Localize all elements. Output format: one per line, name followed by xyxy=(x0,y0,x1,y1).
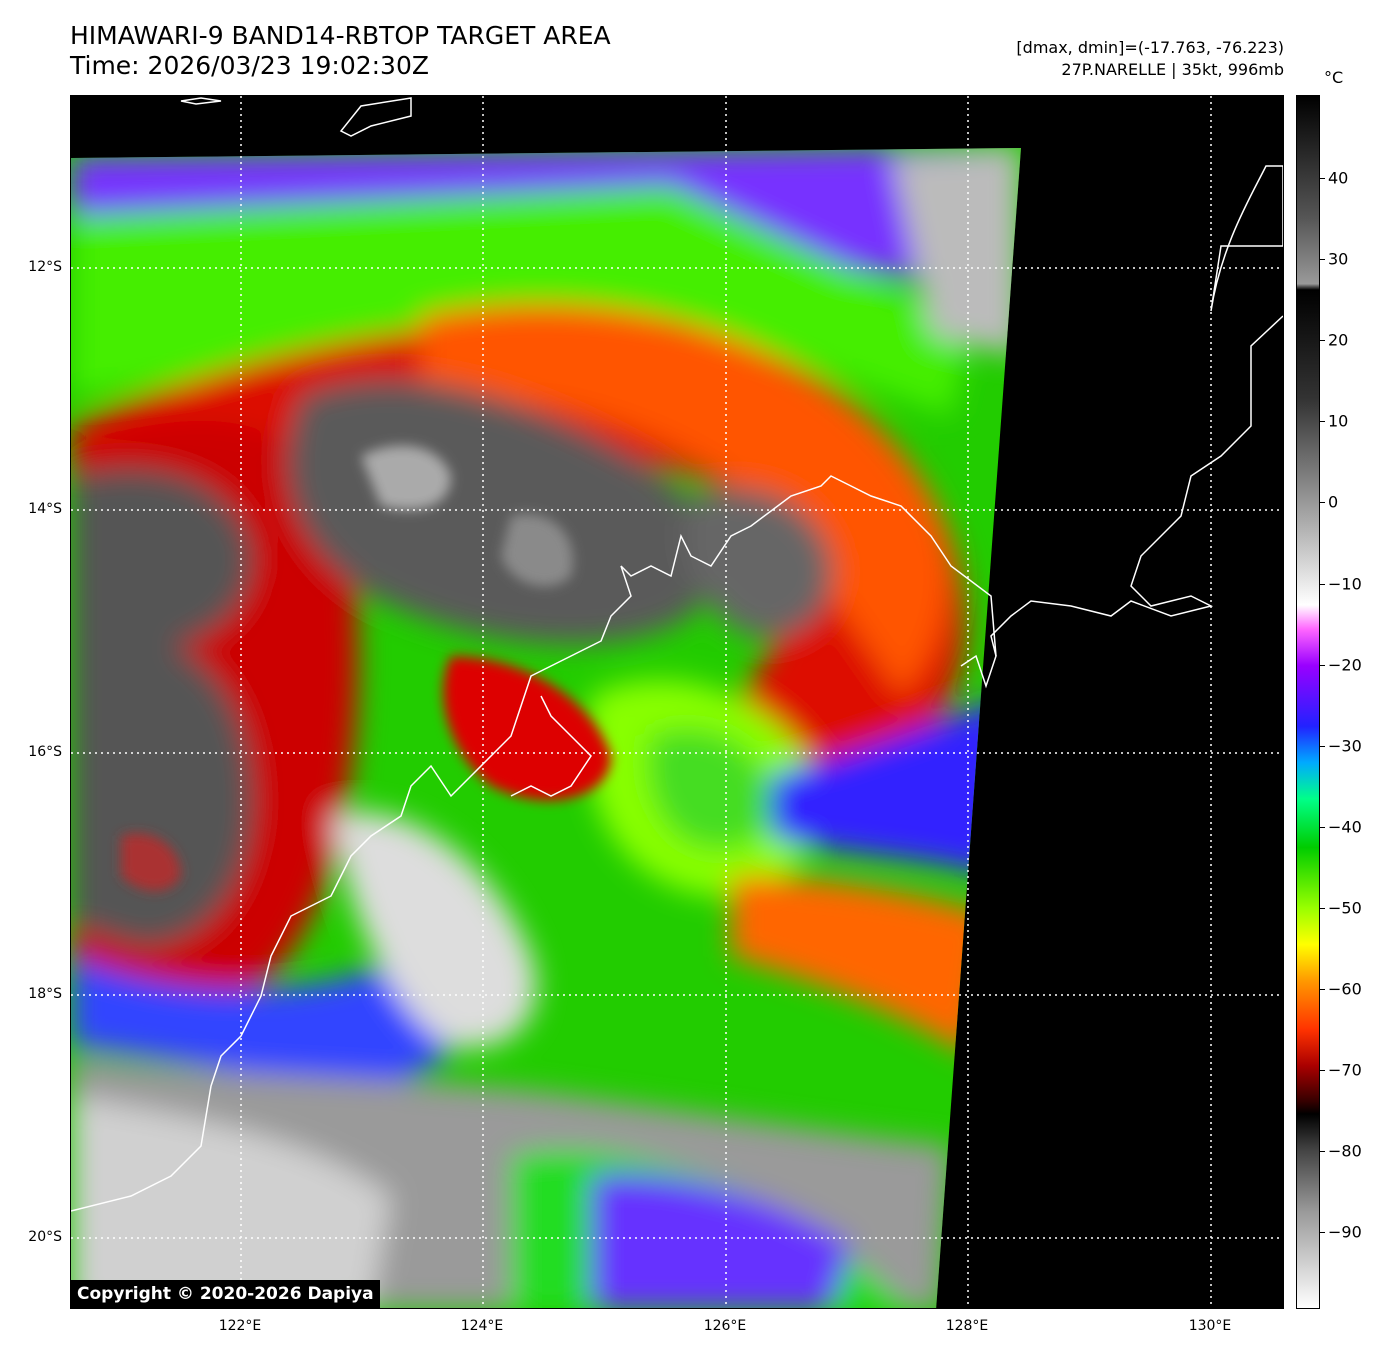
lat-label: 20°S xyxy=(28,1229,62,1245)
colorbar-tick xyxy=(1320,745,1325,747)
lat-label: 14°S xyxy=(28,501,62,517)
colorbar-tick xyxy=(1320,907,1325,909)
lon-label: 126°E xyxy=(703,1318,747,1334)
colorbar-tick-label: 0 xyxy=(1328,492,1339,512)
colorbar-tick xyxy=(1320,178,1325,179)
colorbar-tick xyxy=(1320,664,1325,666)
satellite-map: Copyright © 2020-2026 Dapiya xyxy=(70,95,1284,1309)
coastline xyxy=(71,97,1283,1212)
lat-label: 18°S xyxy=(28,986,62,1002)
colorbar-tick xyxy=(1320,502,1325,504)
colorbar-unit: °C xyxy=(1324,68,1344,87)
colorbar-tick-label: −50 xyxy=(1328,898,1362,918)
colorbar-tick xyxy=(1320,259,1325,261)
colorbar-tick xyxy=(1320,421,1325,423)
lon-label: 122°E xyxy=(218,1318,262,1334)
chart-title: HIMAWARI-9 BAND14-RBTOP TARGET AREA xyxy=(70,21,611,50)
lon-label: 130°E xyxy=(1188,1318,1232,1334)
colorbar-tick xyxy=(1320,1232,1325,1234)
colorbar-tick-label: 30 xyxy=(1328,249,1349,269)
data-range-label: [dmax, dmin]=(-17.763, -76.223) xyxy=(1016,38,1284,57)
colorbar-tick-label: −20 xyxy=(1328,655,1362,675)
colorbar-tick-label: −10 xyxy=(1328,574,1362,593)
colorbar xyxy=(1296,95,1320,1309)
colorbar-tick-label: −30 xyxy=(1328,736,1362,756)
colorbar-tick-label: −60 xyxy=(1328,979,1362,999)
colorbar-tick-label: 20 xyxy=(1328,330,1349,350)
lon-label: 128°E xyxy=(945,1318,989,1334)
colorbar-tick-label: −90 xyxy=(1328,1222,1362,1242)
lat-label: 12°S xyxy=(28,259,62,275)
lon-label: 124°E xyxy=(460,1318,504,1334)
colorbar-tick xyxy=(1320,826,1325,828)
colorbar-tick xyxy=(1320,989,1325,990)
colorbar-tick xyxy=(1320,340,1325,342)
chart-time: Time: 2026/03/23 19:02:30Z xyxy=(70,51,429,80)
colorbar-tick-label: 40 xyxy=(1328,168,1349,188)
graticule xyxy=(71,96,1283,1308)
copyright-label: Copyright © 2020-2026 Dapiya xyxy=(71,1280,380,1308)
colorbar-tick-label: −40 xyxy=(1328,817,1362,837)
lat-label: 16°S xyxy=(28,744,62,760)
colorbar-tick xyxy=(1320,1070,1325,1072)
storm-info-label: 27P.NARELLE | 35kt, 996mb xyxy=(1061,60,1284,79)
satellite-imagery xyxy=(71,96,1283,1308)
colorbar-tick-label: −80 xyxy=(1328,1141,1362,1161)
colorbar-tick-label: 10 xyxy=(1328,411,1349,431)
colorbar-tick-label: −70 xyxy=(1328,1060,1362,1080)
colorbar-tick xyxy=(1320,1151,1325,1153)
colorbar-tick xyxy=(1320,583,1325,585)
